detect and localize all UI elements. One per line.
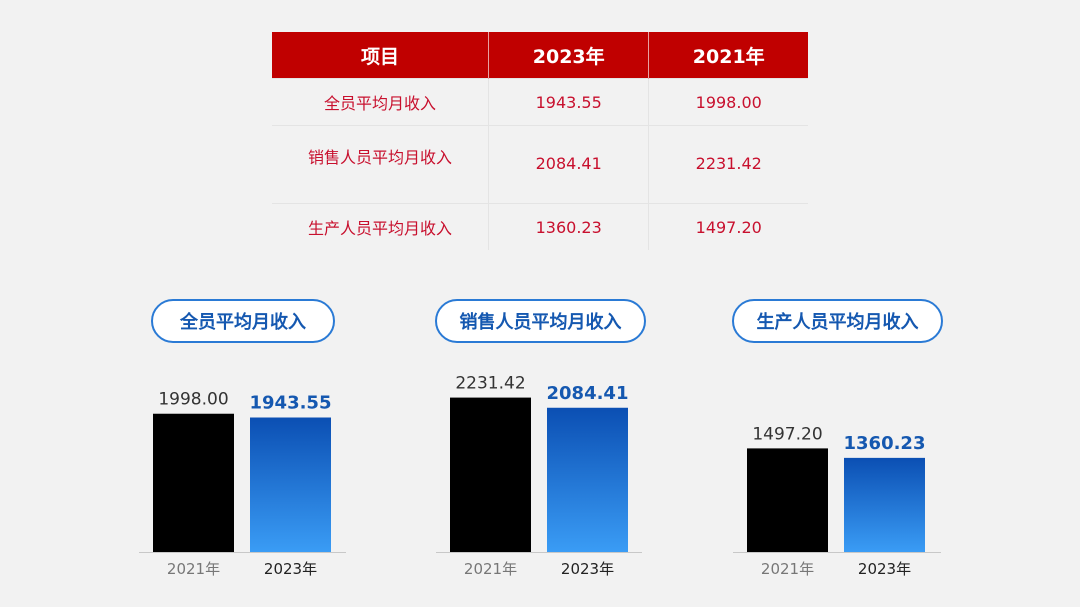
bar-2023 [250, 417, 331, 552]
income-table: 项目 2023年 2021年 全员平均月收入 1943.55 1998.00 销… [272, 32, 808, 250]
cell-2021: 2231.42 [648, 125, 808, 204]
bar-value-label: 2231.42 [455, 374, 525, 394]
row-label: 销售人员平均月收入 [272, 125, 489, 204]
bar-value-label: 2084.41 [547, 383, 629, 404]
chart-title-all-staff: 全员平均月收入 [151, 299, 335, 343]
bar-value-label: 1943.55 [250, 393, 332, 414]
header-2021: 2021年 [648, 32, 808, 79]
row-label: 生产人员平均月收入 [272, 203, 489, 250]
table-row: 全员平均月收入 1943.55 1998.00 [272, 78, 808, 126]
header-2023: 2023年 [487, 32, 649, 79]
x-tick-label: 2021年 [761, 560, 814, 578]
row-label: 全员平均月收入 [272, 78, 489, 126]
table-row: 销售人员平均月收入 2084.41 2231.42 [272, 125, 808, 204]
table-row: 生产人员平均月收入 1360.23 1497.20 [272, 203, 808, 250]
cell-2023: 1360.23 [487, 203, 649, 250]
cell-2021: 1497.20 [648, 203, 808, 250]
bar-2023 [844, 457, 925, 552]
bar-2021 [153, 413, 234, 552]
table-header-row: 项目 2023年 2021年 [272, 32, 808, 79]
cell-2023: 2084.41 [487, 125, 649, 204]
bar-value-label: 1998.00 [158, 390, 228, 410]
chart-title-production-staff: 生产人员平均月收入 [732, 299, 943, 343]
x-tick-label: 2023年 [858, 560, 911, 578]
cell-2021: 1998.00 [648, 78, 808, 126]
cell-2023: 1943.55 [487, 78, 649, 126]
bar-2021 [450, 397, 531, 552]
x-tick-label: 2021年 [167, 560, 220, 578]
bar-2023 [547, 407, 628, 552]
x-tick-label: 2023年 [264, 560, 317, 578]
bar-2021 [747, 448, 828, 552]
chart-title-sales-staff: 销售人员平均月收入 [435, 299, 646, 343]
x-tick-label: 2021年 [464, 560, 517, 578]
bar-value-label: 1360.23 [844, 433, 926, 454]
x-tick-label: 2023年 [561, 560, 614, 578]
bar-value-label: 1497.20 [752, 424, 822, 444]
header-item: 项目 [272, 32, 489, 79]
